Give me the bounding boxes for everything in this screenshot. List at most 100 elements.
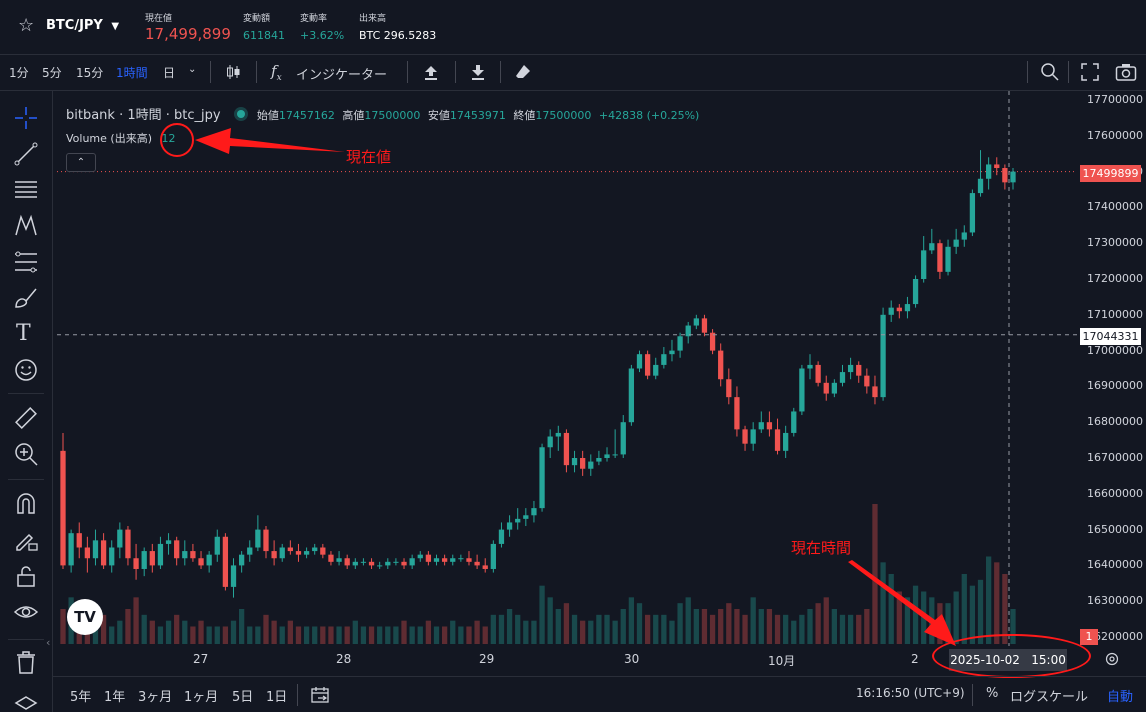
volume-bar [377, 626, 383, 644]
range-1m[interactable]: 1ヶ月 [184, 690, 219, 705]
auto-scale-toggle[interactable]: 自動 [1107, 690, 1134, 705]
candle-body [977, 178, 984, 194]
crosshair-icon[interactable] [13, 105, 39, 131]
chevron-left-icon[interactable]: ‹ [46, 636, 51, 649]
candle-body [377, 565, 383, 567]
candle-body [750, 429, 756, 444]
volume-bar [263, 614, 269, 644]
price-tick: 17600000 [1087, 128, 1143, 142]
price-tick: 16600000 [1087, 486, 1143, 500]
volume-bar [693, 609, 699, 644]
volume-bar [888, 574, 894, 644]
layers-icon[interactable] [13, 691, 39, 711]
volume-bar [165, 620, 172, 644]
volume-bar [474, 620, 480, 644]
camera-icon[interactable] [1115, 62, 1137, 82]
emoji-icon[interactable] [13, 357, 39, 383]
candle-body [76, 533, 82, 548]
fib-icon[interactable] [13, 249, 39, 275]
divider [8, 393, 44, 394]
tradingview-logo[interactable]: TV [67, 599, 103, 635]
volume-bar [547, 597, 553, 644]
candle-body [368, 561, 375, 566]
collapse-legend-button[interactable]: ⌃ [66, 153, 96, 172]
trend-line-icon[interactable] [13, 141, 39, 167]
candle-body [352, 561, 358, 566]
stat-current-price: 現在値 17,499,899 [145, 11, 231, 43]
divider [972, 684, 973, 706]
candles-icon[interactable] [224, 63, 242, 81]
unlock-icon[interactable] [13, 563, 39, 589]
upload-icon[interactable] [422, 63, 440, 81]
log-scale-toggle[interactable]: ログスケール [1010, 690, 1089, 705]
zoom-in-icon[interactable] [13, 441, 39, 467]
symbol-selector[interactable]: BTC/JPY ▼ [46, 18, 119, 33]
range-5y[interactable]: 5年 [70, 690, 92, 705]
interval-1d[interactable]: 日 [163, 66, 176, 80]
range-5d[interactable]: 5日 [232, 690, 254, 705]
function-icon[interactable]: fx [271, 62, 282, 83]
candle-body [693, 318, 699, 326]
eye-icon[interactable] [13, 599, 39, 625]
candle-body [596, 458, 602, 462]
candle-body [701, 318, 708, 333]
magnet-icon[interactable] [13, 491, 39, 517]
candle-body [823, 382, 829, 394]
indicators-button[interactable]: インジケーター [296, 68, 388, 83]
fullscreen-icon[interactable] [1081, 63, 1099, 81]
candle-body [60, 450, 66, 566]
settings-gear-icon[interactable] [1104, 651, 1120, 667]
volume-bar [644, 614, 651, 644]
candle-body [1010, 171, 1016, 183]
price-chart[interactable] [57, 91, 1077, 646]
eraser-icon[interactable] [514, 63, 532, 81]
volume-bar [425, 620, 432, 644]
legend-low-value: 17453971 [449, 109, 506, 122]
price-axis[interactable]: 1770000017600000175000001740000017300000… [1077, 91, 1146, 646]
interval-15m[interactable]: 15分 [76, 66, 104, 80]
price-tick: 17300000 [1087, 236, 1143, 250]
trash-icon[interactable] [13, 649, 39, 675]
chevron-down-icon[interactable]: ⌄ [188, 64, 197, 75]
candle-body [360, 561, 367, 563]
legend-open-value: 17457162 [278, 109, 335, 122]
horizontal-lines-icon[interactable] [13, 177, 39, 203]
candle-body [214, 536, 220, 555]
divider [1027, 61, 1028, 83]
volume-bar [206, 626, 212, 644]
candle-body [888, 307, 894, 315]
range-1y[interactable]: 1年 [104, 690, 126, 705]
volume-bar [117, 620, 123, 644]
download-icon[interactable] [469, 63, 487, 81]
clock-display[interactable]: 16:16:50 (UTC+9) [856, 686, 965, 700]
volume-bar [945, 603, 951, 644]
star-icon[interactable]: ☆ [18, 15, 35, 36]
brush-icon[interactable] [13, 285, 39, 311]
text-icon[interactable]: T [16, 321, 31, 346]
time-axis[interactable]: 27 28 29 30 10月 2 [57, 646, 1077, 674]
interval-5m[interactable]: 5分 [42, 66, 62, 80]
volume-bar [482, 626, 488, 644]
volume-bar [807, 609, 813, 644]
volume-bar [450, 620, 456, 644]
volume-bar [271, 620, 277, 644]
pattern-icon[interactable] [13, 213, 39, 239]
range-1d[interactable]: 1日 [266, 690, 288, 705]
percent-toggle[interactable]: % [986, 686, 999, 701]
zoom-search-icon[interactable] [1040, 62, 1060, 82]
ruler-icon[interactable] [13, 405, 39, 431]
volume-bar [458, 626, 464, 644]
candle-body [125, 529, 131, 559]
candle-body [847, 364, 854, 373]
range-3m[interactable]: 3ヶ月 [138, 690, 173, 705]
volume-bar [441, 626, 448, 644]
candle-body [385, 561, 391, 566]
volume-bar [580, 620, 586, 644]
volume-bar [523, 620, 529, 644]
interval-1h[interactable]: 1時間 [116, 66, 148, 80]
interval-1m[interactable]: 1分 [9, 66, 29, 80]
calendar-icon[interactable] [310, 685, 330, 705]
candle-body [571, 458, 578, 466]
lock-drawing-icon[interactable] [13, 527, 39, 553]
candle-body [726, 379, 732, 398]
